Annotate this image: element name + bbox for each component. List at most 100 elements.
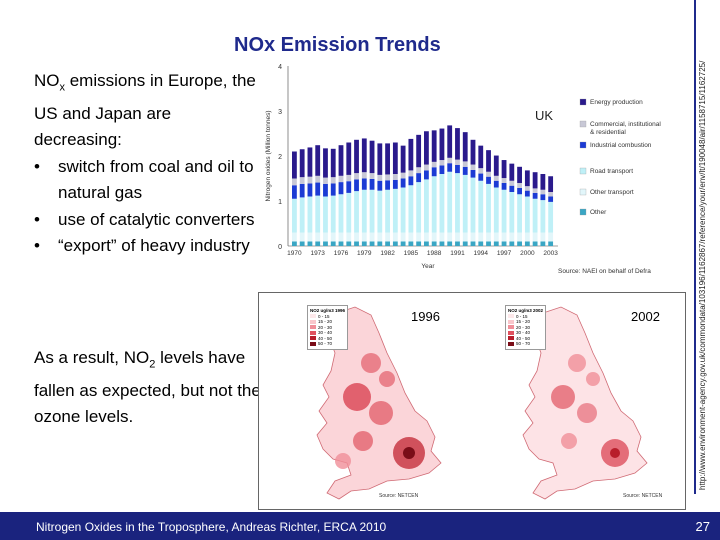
bar-segment	[439, 174, 445, 233]
bar-segment	[532, 198, 538, 233]
bar-segment	[400, 187, 406, 233]
x-tick-label: 2000	[520, 250, 535, 257]
bar-segment	[299, 241, 305, 246]
bar-segment	[408, 176, 414, 186]
bar-segment	[330, 232, 336, 242]
bar-segment	[354, 173, 359, 180]
bar-segment	[540, 241, 546, 246]
legend-row: 15 - 20	[508, 319, 543, 325]
bar-segment	[416, 134, 422, 168]
bar-segment	[509, 163, 515, 181]
bar-segment	[330, 148, 336, 178]
england-wales-map-2002-icon	[522, 306, 648, 500]
bar-segment	[408, 241, 414, 246]
bar-segment	[323, 196, 328, 233]
bar-segment	[369, 140, 375, 174]
bar-segment	[400, 232, 406, 242]
legend-swatch-icon	[508, 319, 514, 324]
x-tick-label: 2003	[543, 250, 558, 257]
legend-label: & residential	[590, 129, 626, 136]
map-legend-2002: NO2 ug/m3 2002 0 - 15 15 - 20 20 - 30 30…	[505, 305, 547, 350]
legend-row: 0 - 15	[508, 314, 543, 320]
x-tick-label: 1982	[380, 250, 395, 257]
bar-segment	[416, 173, 422, 183]
bar-segment	[509, 192, 515, 233]
bar-segment	[431, 241, 437, 246]
bar-segment	[354, 191, 359, 233]
bar-segment	[392, 241, 398, 246]
bar-segment	[493, 232, 499, 242]
bar-segment	[338, 241, 344, 246]
list-item: use of catalytic converters	[34, 207, 259, 234]
bar-segment	[292, 232, 297, 242]
bar-segment	[532, 192, 538, 199]
bar-segment	[385, 241, 390, 246]
bar-segment	[400, 241, 406, 246]
bar-segment	[292, 151, 297, 179]
bar-segment	[408, 232, 414, 242]
bar-segment	[532, 232, 538, 242]
bar-segment	[455, 173, 460, 233]
bar-segment	[548, 196, 554, 202]
bar-segment	[524, 232, 530, 242]
bar-segment	[509, 180, 515, 186]
bar-segment	[509, 185, 515, 192]
bar-segment	[315, 182, 321, 196]
bar-segment	[462, 166, 468, 175]
bar-segment	[501, 189, 507, 233]
bar-segment	[377, 232, 383, 242]
bar-segment	[315, 145, 321, 176]
bar-segment	[299, 149, 305, 178]
legend-row: 20 - 30	[508, 325, 543, 331]
bar-segment	[462, 174, 468, 233]
bar-segment	[431, 130, 437, 162]
bar-segment	[447, 171, 453, 233]
bar-segment	[493, 241, 499, 246]
y-axis-label: Nitrogen oxides (Million tonnes)	[265, 110, 272, 201]
source-url[interactable]: http://www.environment-agency.gov.uk/com…	[698, 60, 707, 490]
legend-label: Energy production	[590, 99, 643, 106]
bar-segment	[361, 178, 367, 190]
legend-row: 30 - 40	[508, 330, 543, 336]
bar-segment	[354, 179, 359, 192]
bar-segment	[509, 232, 515, 242]
england-wales-map-1996-icon	[316, 306, 442, 500]
map-legend-1996: NO2 ug/m3 1996 0 - 15 15 - 20 20 - 30 30…	[307, 305, 349, 350]
bar-segment	[424, 179, 429, 233]
bar-segment	[470, 241, 476, 246]
bar-segment	[478, 173, 484, 181]
bar-segment	[540, 232, 546, 242]
legend-swatch	[579, 188, 587, 196]
bar-segment	[439, 165, 445, 174]
bar-segment	[330, 195, 336, 233]
bar-segment	[540, 189, 546, 195]
legend-swatch-icon	[508, 330, 514, 335]
legend-row: 40 - 50	[508, 336, 543, 342]
list-item: switch from coal and oil to natural gas	[34, 154, 259, 207]
bar-segment	[478, 232, 484, 242]
subscript-x: x	[59, 81, 66, 94]
bar-segment	[377, 241, 383, 246]
x-tick-label: 1970	[287, 250, 302, 257]
bar-segment	[392, 179, 398, 189]
legend-label: Road transport	[590, 168, 633, 175]
legend-row: 50 - 70	[508, 341, 543, 347]
bar-segment	[486, 171, 491, 177]
list-item: “export” of heavy industry	[34, 233, 259, 260]
bar-segment	[385, 189, 390, 233]
uk-nox-chart: 0 1 2 3 4 Nitrogen oxides (Million tonnes) 197…	[265, 64, 661, 275]
bar-segment	[385, 174, 390, 181]
legend-swatch	[579, 141, 587, 149]
bar-segment	[400, 145, 406, 173]
bar-segment	[315, 241, 321, 246]
bar-segment	[307, 176, 313, 184]
bar-segment	[447, 163, 453, 172]
bar-segment	[470, 169, 476, 178]
bar-segment	[361, 241, 367, 246]
bar-segment	[323, 148, 328, 178]
bar-segment	[509, 241, 515, 246]
bar-segment	[486, 183, 491, 233]
intro-text: NOx emissions in Europe, the US and Japa…	[34, 68, 259, 260]
bar-segment	[408, 185, 414, 233]
bar-segment	[354, 139, 359, 174]
